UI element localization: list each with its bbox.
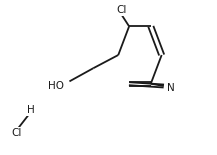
Text: N: N <box>167 83 174 93</box>
Text: H: H <box>26 105 34 115</box>
Text: Cl: Cl <box>11 128 21 137</box>
Text: Cl: Cl <box>116 5 126 15</box>
Text: HO: HO <box>48 81 64 91</box>
